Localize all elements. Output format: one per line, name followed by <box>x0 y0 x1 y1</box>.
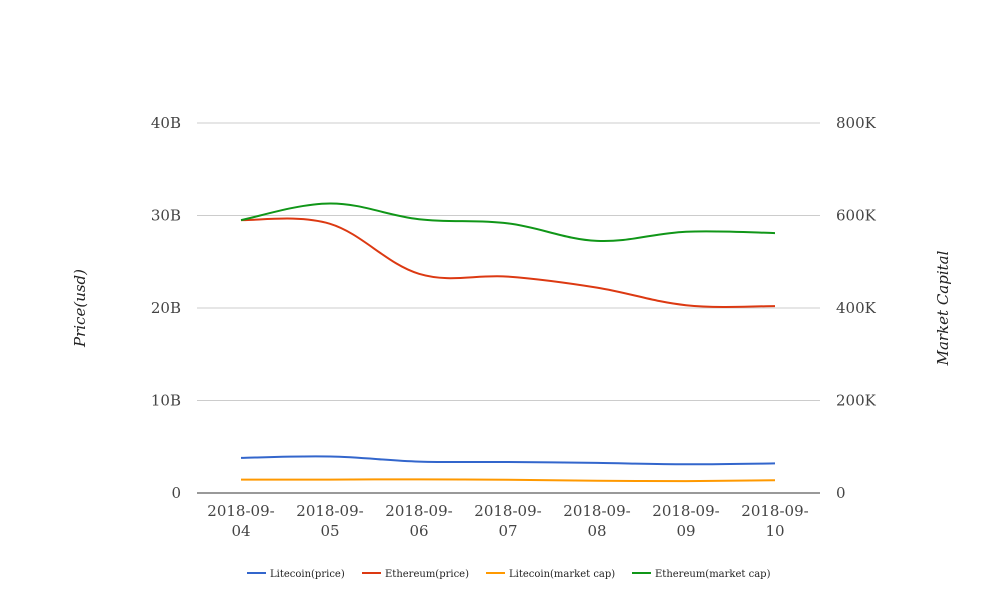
series-lines <box>240 202 776 483</box>
left-axis-ticks: 0 10B 20B 30B 40B <box>151 114 181 502</box>
right-tick-label: 400K <box>836 299 877 317</box>
legend-label: Ethereum(price) <box>385 569 469 580</box>
right-tick-label: 200K <box>836 392 877 410</box>
grid-lines <box>197 122 820 401</box>
legend-label: Litecoin(price) <box>270 569 345 580</box>
legend-label: Litecoin(market cap) <box>509 569 615 580</box>
legend-label: Ethereum(market cap) <box>655 569 771 580</box>
left-tick-label: 0 <box>171 484 181 502</box>
left-axis-title: Price(usd) <box>71 269 89 348</box>
x-tick-label: 2018-09-09 <box>652 502 719 540</box>
legend: Litecoin(price) Ethereum(price) Litecoin(m… <box>247 569 771 580</box>
right-axis-ticks: 0 200K 400K 600K 800K <box>836 114 877 502</box>
left-tick-label: 10B <box>151 392 181 410</box>
left-tick-label: 20B <box>151 299 181 317</box>
right-tick-label: 600K <box>836 207 877 225</box>
x-tick-label: 2018-09-10 <box>741 502 808 540</box>
series-line-ethereum-market-cap <box>240 202 776 243</box>
x-axis-ticks: 2018-09-04 2018-09-05 2018-09-06 2018-09-07… <box>207 502 808 540</box>
series-line-ethereum-price <box>240 217 776 308</box>
left-tick-label: 40B <box>151 114 181 132</box>
x-tick-label: 2018-09-08 <box>563 502 630 540</box>
right-axis-title: Market Capital <box>934 250 952 366</box>
left-tick-label: 30B <box>151 207 181 225</box>
series-line-litecoin-price <box>240 455 776 466</box>
x-tick-label: 2018-09-04 <box>207 502 274 540</box>
x-tick-label: 2018-09-06 <box>385 502 452 540</box>
x-tick-label: 2018-09-07 <box>474 502 541 540</box>
right-tick-label: 800K <box>836 114 877 132</box>
right-tick-label: 0 <box>836 484 846 502</box>
x-tick-label: 2018-09-05 <box>296 502 363 540</box>
series-line-litecoin-market-cap <box>241 478 776 483</box>
